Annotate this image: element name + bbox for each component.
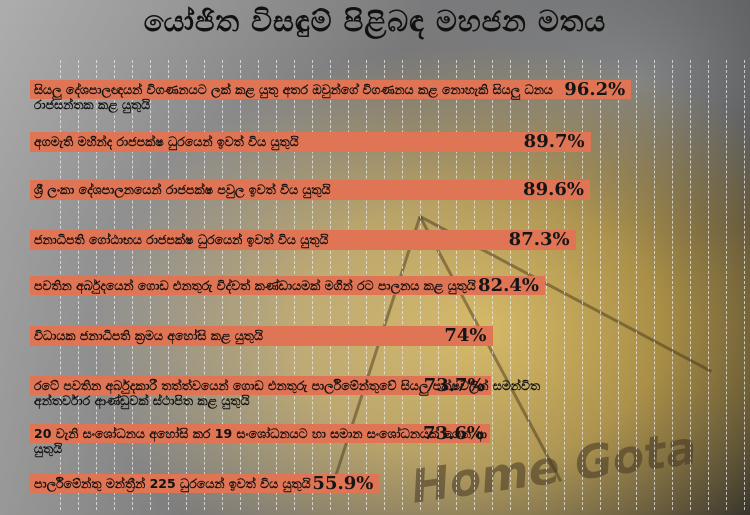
bar-label: පාර්ලිමේන්තු මන්ත්‍රීන් 225 ධුරයෙන් ඉවත්… xyxy=(34,476,311,491)
bar xyxy=(30,424,490,443)
value-label: 89.7% xyxy=(523,131,585,152)
gridline xyxy=(582,60,583,510)
bar-label: පවතින අර්බුදයෙන් ගොඩ එනතුරු විද්වත් කණ්ඩ… xyxy=(34,278,476,293)
bar-label: ශ්‍රී ලංකා දේශපාලනයෙන් රාජපක්ෂ පවුල ඉවත්… xyxy=(34,182,331,197)
bar-label: 20 වැනි සංශෝධනය අහෝසි කර 19 සංශෝධනයට හා … xyxy=(34,426,487,456)
value-label: 73.7% xyxy=(423,375,485,396)
gridline xyxy=(636,60,637,510)
value-label: 96.2% xyxy=(564,79,626,100)
bar-label: ජනාධිපති ගෝඨාභය රාජපක්ෂ ධුරයෙන් ඉවත් විය… xyxy=(34,232,329,247)
gridline xyxy=(672,60,673,510)
bar xyxy=(30,80,632,99)
value-label: 82.4% xyxy=(478,275,539,296)
gridline xyxy=(546,60,547,510)
gridline xyxy=(726,60,727,510)
value-label: 73.6% xyxy=(423,423,484,444)
bar xyxy=(30,230,576,250)
bar xyxy=(30,474,380,493)
gridline xyxy=(600,60,601,510)
bar xyxy=(30,326,493,346)
bar-label: අගමැති මහින්ද රාජපක්ෂ ධුරයෙන් ඉවත් විය ය… xyxy=(34,134,299,149)
bar-label: රටේ පවතින අර්බුදකාරී තත්ත්වයෙන් ගොඩ එනතු… xyxy=(34,378,541,408)
value-label: 87.3% xyxy=(508,229,570,250)
bar xyxy=(30,180,590,200)
gridline xyxy=(564,60,565,510)
bar-label: සියලු දේශපාලඥයන් විගණනයට ලක් කළ යුතු අතර… xyxy=(34,82,553,112)
gridline xyxy=(708,60,709,510)
value-label: 89.6% xyxy=(523,179,584,200)
chart-title: යෝජිත විසඳුම් පිළිබඳ මහජන මතය xyxy=(143,4,607,38)
bar-label: විධායක ජනාධිපති ක්‍රමය අහෝසි කළ යුතුයි xyxy=(34,328,263,343)
gridline xyxy=(618,60,619,510)
bar xyxy=(30,376,491,395)
bar xyxy=(30,276,545,295)
gridline xyxy=(690,60,691,510)
gridline xyxy=(654,60,655,510)
value-label: 74% xyxy=(444,325,487,346)
bar xyxy=(30,132,591,152)
gridline xyxy=(744,60,745,510)
value-label: 55.9% xyxy=(312,473,374,494)
